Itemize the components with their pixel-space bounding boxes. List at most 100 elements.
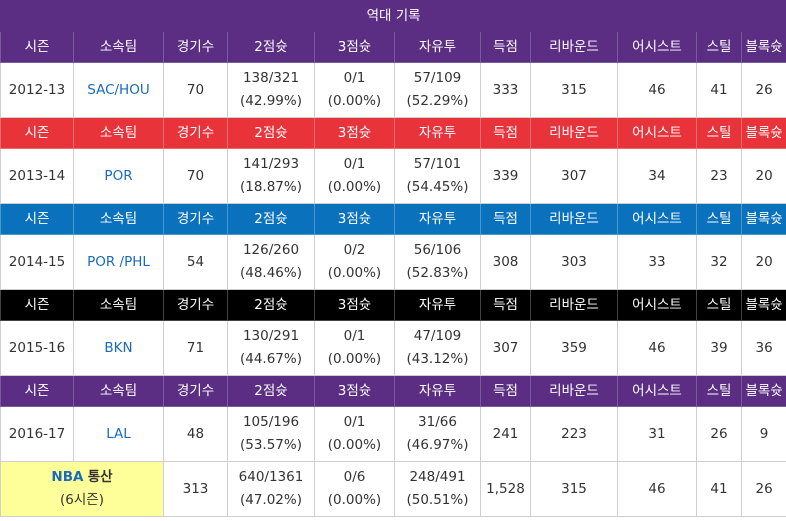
free-throw-cell: 56/106 (52.83%)	[394, 234, 481, 290]
career-total-label: NBA 통산 (6시즌)	[0, 461, 164, 517]
steals-cell-value: 32	[710, 253, 728, 270]
rebounds-cell-value: 223	[561, 425, 587, 442]
assists-cell-value: 46	[648, 81, 666, 98]
team-cell-value: BKN	[104, 339, 133, 356]
steals-cell-value: 23	[710, 167, 728, 184]
league-link[interactable]: NBA	[51, 469, 84, 485]
team-cell-value: LAL	[106, 425, 131, 442]
blocks-cell-value: 20	[755, 253, 773, 270]
header-season: 시즌	[0, 31, 74, 63]
team-cell[interactable]: SAC/HOU	[73, 62, 164, 118]
points-cell-value: 339	[492, 167, 519, 184]
total-assists-cell: 46	[617, 461, 697, 517]
three-point-cell-value: (0.00%)	[327, 179, 382, 195]
total-three-point-cell-value: 0/6	[343, 469, 366, 485]
games-cell-value: 54	[186, 253, 205, 270]
team-cell-value: SAC/HOU	[87, 81, 150, 98]
total-rebounds-cell-value: 315	[561, 480, 587, 497]
blocks-cell-value: 26	[755, 81, 773, 98]
assists-cell: 34	[617, 148, 697, 204]
header-assists: 어시스트	[617, 203, 697, 235]
games-cell-value: 71	[186, 339, 205, 356]
header-rebounds: 리바운드	[530, 289, 618, 321]
three-point-cell: 0/1 (0.00%)	[314, 320, 395, 376]
total-points-cell-value: 1,528	[486, 480, 525, 497]
header-two-point: 2점슛	[227, 375, 315, 407]
header-three-point: 3점슛	[314, 375, 395, 407]
blocks-cell: 26	[740, 62, 786, 118]
rebounds-cell-value: 307	[561, 167, 587, 184]
games-cell: 70	[163, 62, 228, 118]
header-steals: 스틸	[696, 117, 742, 149]
header-games: 경기수	[163, 31, 228, 63]
steals-cell: 39	[696, 320, 742, 376]
season-cell-value: 2014-15	[8, 253, 66, 270]
season-row: 2014-15 POR /PHL 54 126/260 (48.46%) 0/2 (0.00…	[0, 234, 786, 290]
assists-cell-value: 33	[648, 253, 666, 270]
points-cell-value: 333	[492, 81, 519, 98]
team-cell[interactable]: LAL	[73, 406, 164, 462]
total-games-cell: 313	[163, 461, 228, 517]
blocks-cell: 9	[740, 406, 786, 462]
two-point-cell: 141/293 (18.87%)	[227, 148, 315, 204]
steals-cell: 23	[696, 148, 742, 204]
season-cell: 2014-15	[0, 234, 74, 290]
header-games: 경기수	[163, 117, 228, 149]
three-point-cell-value: 0/1	[343, 156, 366, 172]
games-cell-value: 70	[186, 81, 205, 98]
free-throw-cell-value: 57/101	[413, 156, 462, 172]
total-steals-cell-value: 41	[710, 480, 728, 497]
free-throw-cell: 57/101 (54.45%)	[394, 148, 481, 204]
free-throw-cell-value: 56/106	[413, 242, 462, 258]
free-throw-cell-value: (52.83%)	[406, 265, 469, 281]
steals-cell: 32	[696, 234, 742, 290]
header-games: 경기수	[163, 203, 228, 235]
header-assists: 어시스트	[617, 289, 697, 321]
two-point-cell-value: (53.57%)	[239, 437, 302, 453]
header-team: 소속팀	[73, 31, 164, 63]
assists-cell-value: 34	[648, 167, 666, 184]
team-cell[interactable]: BKN	[73, 320, 164, 376]
total-three-point-cell-value: (0.00%)	[327, 492, 382, 508]
games-cell: 70	[163, 148, 228, 204]
blocks-cell-value: 36	[755, 339, 773, 356]
games-cell-value: 70	[186, 167, 205, 184]
header-blocks: 블록슛	[740, 203, 786, 235]
two-point-cell-value: 105/196	[242, 414, 300, 430]
points-cell-value: 307	[492, 339, 519, 356]
header-rebounds: 리바운드	[530, 31, 618, 63]
team-cell[interactable]: POR	[73, 148, 164, 204]
total-free-throw-cell-value: 248/491	[409, 469, 466, 485]
header-three-point: 3점슛	[314, 289, 395, 321]
header-row: 시즌 소속팀 경기수 2점슛 3점슛 자유투 득점 리바운드 어시스트 스틸 블록슛	[0, 289, 786, 321]
two-point-cell: 126/260 (48.46%)	[227, 234, 315, 290]
total-two-point-cell: 640/1361 (47.02%)	[227, 461, 315, 517]
header-two-point: 2점슛	[227, 117, 315, 149]
header-blocks: 블록슛	[740, 289, 786, 321]
header-points: 득점	[480, 117, 531, 149]
team-cell[interactable]: POR /PHL	[73, 234, 164, 290]
total-assists-cell-value: 46	[648, 480, 666, 497]
header-assists: 어시스트	[617, 31, 697, 63]
header-season: 시즌	[0, 375, 74, 407]
free-throw-cell-value: (52.29%)	[406, 93, 469, 109]
season-row: 2012-13 SAC/HOU 70 138/321 (42.99%) 0/1 (0.00%…	[0, 62, 786, 118]
seasons-count: (6시즌)	[60, 492, 104, 508]
assists-cell-value: 31	[648, 425, 666, 442]
three-point-cell: 0/1 (0.00%)	[314, 406, 395, 462]
season-cell-value: 2015-16	[8, 339, 66, 356]
header-team: 소속팀	[73, 289, 164, 321]
header-free-throw: 자유투	[394, 203, 481, 235]
header-free-throw: 자유투	[394, 117, 481, 149]
header-three-point: 3점슛	[314, 203, 395, 235]
total-blocks-cell-value: 26	[755, 480, 773, 497]
table-title-row: 역대 기록	[0, 0, 786, 32]
season-row: 2015-16 BKN 71 130/291 (44.67%) 0/1 (0.00%) 47/…	[0, 320, 786, 376]
blocks-cell-value: 20	[755, 167, 773, 184]
steals-cell-value: 26	[710, 425, 728, 442]
career-total-row: NBA 통산 (6시즌) 313 640/1361 (47.02%) 0/6 (0.00%)…	[0, 461, 786, 517]
two-point-cell-value: 126/260	[242, 242, 300, 258]
free-throw-cell: 31/66 (46.97%)	[394, 406, 481, 462]
two-point-cell-value: (42.99%)	[239, 93, 302, 109]
